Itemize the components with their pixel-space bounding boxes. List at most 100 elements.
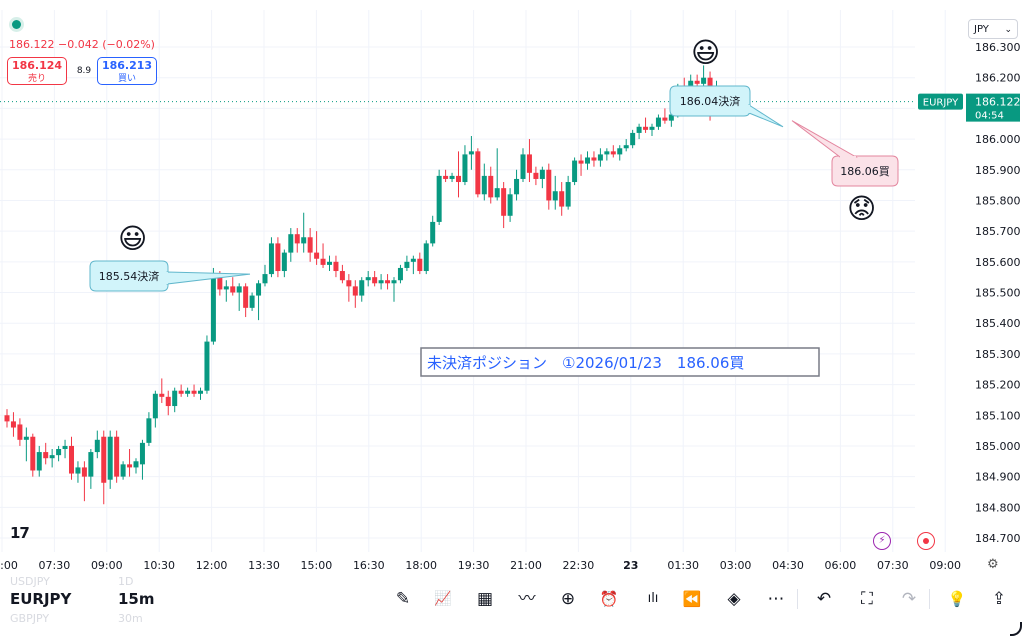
candle-body[interactable] [391,280,397,284]
candle-body[interactable] [88,452,94,477]
candle-body[interactable] [546,169,552,201]
candle-body[interactable] [301,237,307,244]
candle-body[interactable] [262,274,268,284]
bolt-icon[interactable]: ⚡ [873,532,891,550]
candle-body[interactable] [268,243,274,275]
candle-body[interactable] [139,442,145,465]
callout-185-54-box[interactable] [89,260,169,292]
symbol-list-prev[interactable]: USDJPY [10,575,50,588]
candle-body[interactable] [462,154,468,183]
candle-body[interactable] [185,390,191,394]
candle-body[interactable] [333,261,339,272]
candle-body[interactable] [346,280,352,287]
candle-body[interactable] [617,148,623,155]
candle-body[interactable] [243,286,249,308]
record-icon[interactable] [917,532,935,550]
candle-body[interactable] [275,243,281,272]
candle-body[interactable] [159,393,165,397]
candle-body[interactable] [36,452,42,471]
candle-body[interactable] [75,467,81,474]
candle-body[interactable] [572,160,578,183]
gear-icon[interactable]: ⚙ [987,557,999,572]
candle-body[interactable] [101,436,107,483]
candle-body[interactable] [430,221,436,244]
candle-body[interactable] [507,194,513,216]
candle-body[interactable] [488,175,494,198]
compare-icon[interactable]: 〰 [518,589,536,609]
candle-body[interactable] [56,449,62,456]
candle-body[interactable] [327,261,332,265]
candle-body[interactable] [236,286,242,293]
candle-body[interactable] [443,175,449,179]
candle-body[interactable] [423,243,429,272]
candle-body[interactable] [359,280,365,296]
candle-body[interactable] [397,267,403,281]
layouts-icon[interactable]: ▦ [476,589,494,609]
candle-body[interactable] [30,436,36,471]
candle-body[interactable] [668,114,674,121]
candle-body[interactable] [378,280,384,284]
candle-body[interactable] [210,274,216,342]
candle-body[interactable] [565,182,571,207]
candle-body[interactable] [481,175,487,195]
candle-body[interactable] [114,436,120,477]
candle-body[interactable] [288,234,294,253]
candle-body[interactable] [230,286,236,293]
candle-body[interactable] [152,393,158,419]
symbol-list-next[interactable]: GBPJPY [10,612,50,625]
alert-icon[interactable]: ⏰ [599,590,619,608]
candle-body[interactable] [146,418,152,443]
candle-body[interactable] [436,175,442,222]
candle-body[interactable] [694,80,700,84]
candle-body[interactable] [94,439,100,453]
undo-icon[interactable]: ↶ [816,589,832,609]
candle-body[interactable] [494,188,500,198]
candle-body[interactable] [17,424,23,440]
candle-body[interactable] [23,436,29,440]
candle-body[interactable] [249,295,255,308]
candle-body[interactable] [514,178,520,195]
candle-body[interactable] [630,132,636,146]
candle-body[interactable] [314,252,320,259]
candle-body[interactable] [701,77,707,84]
candle-body[interactable] [417,258,423,272]
candle-body[interactable] [385,280,391,284]
candle-body[interactable] [533,172,539,179]
candle-body[interactable] [133,461,139,468]
candle-body[interactable] [456,175,461,183]
candle-body[interactable] [604,151,610,155]
candle-body[interactable] [294,234,300,244]
callout-186-06-box[interactable] [831,155,899,187]
candle-body[interactable] [404,261,410,268]
redo-icon[interactable]: ↷ [901,589,917,609]
candle-type-icon[interactable]: ılı [647,591,659,606]
candle-body[interactable] [165,396,171,407]
candle-body[interactable] [501,188,507,216]
more-icon[interactable]: ⋯ [767,589,785,609]
candlestick-chart[interactable]: 186.300186.200186.100186.000185.900185.8… [0,0,1024,575]
indicators-icon[interactable]: 📈 [434,591,452,607]
candle-body[interactable] [636,126,642,133]
candle-body[interactable] [662,117,668,121]
candle-body[interactable] [43,452,49,459]
candle-body[interactable] [281,252,287,272]
fullscreen-icon[interactable]: ⛶ [861,589,873,609]
buy-button[interactable]: 186.213 買い [97,57,157,85]
candle-body[interactable] [81,467,87,477]
candle-body[interactable] [597,154,603,161]
callout-186-04-box[interactable] [669,85,751,117]
candle-body[interactable] [539,169,545,179]
candle-body[interactable] [410,258,416,262]
candle-body[interactable] [655,117,661,127]
candle-body[interactable] [191,390,197,394]
candle-body[interactable] [339,271,345,281]
candle-body[interactable] [223,286,229,290]
candle-body[interactable] [127,464,133,468]
timeframe-list-prev[interactable]: 1D [118,575,134,588]
candle-body[interactable] [204,341,210,391]
candle-body[interactable] [178,390,184,394]
candle-body[interactable] [107,436,113,480]
position-note-box[interactable] [420,347,820,377]
share-icon[interactable]: ⇪ [991,589,1007,609]
timeframe-list-next[interactable]: 30m [118,612,143,625]
